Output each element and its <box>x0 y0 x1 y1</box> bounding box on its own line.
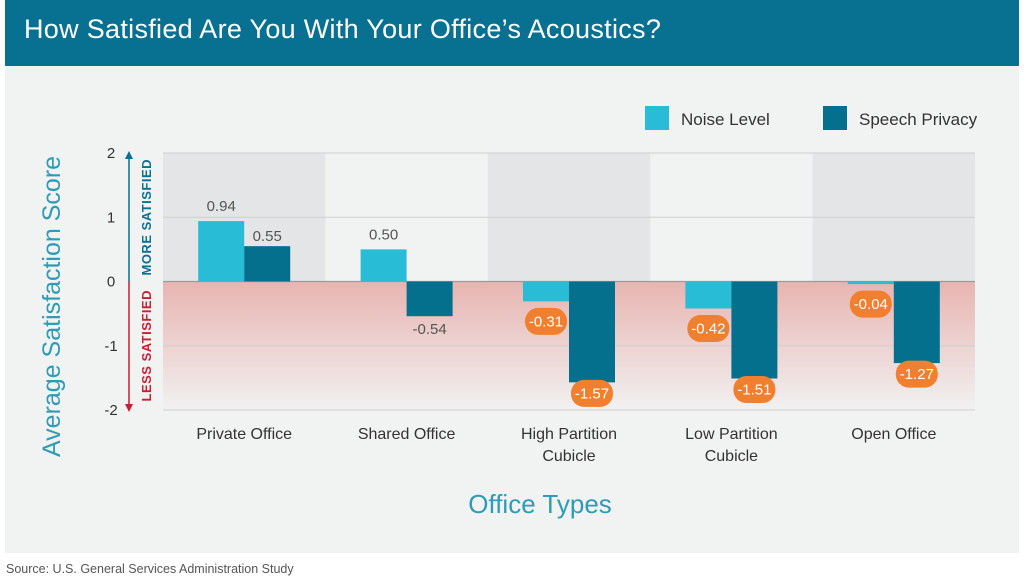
up-arrowhead <box>125 151 133 159</box>
y-axis-title: Average Satisfaction Score <box>38 156 66 457</box>
x-category-label: Low Partition Cubicle <box>685 426 778 465</box>
legend-swatch <box>823 106 847 130</box>
data-label: -0.31 <box>529 313 563 330</box>
data-label: 0.94 <box>207 198 236 215</box>
data-label: -1.27 <box>900 366 934 383</box>
bar-noise-level <box>685 281 732 309</box>
chart-title: How Satisfied Are You With Your Office’s… <box>24 14 662 44</box>
label-badge <box>849 290 892 318</box>
label-badge <box>571 379 613 407</box>
bar-noise-level <box>198 221 245 282</box>
label-badge <box>525 307 567 335</box>
label-badge <box>895 360 938 388</box>
legend-swatch <box>645 106 669 130</box>
title-bar: How Satisfied Are You With Your Office’s… <box>5 0 1019 66</box>
more-satisfied-label: MORE SATISFIED <box>139 159 154 276</box>
x-category-label: Private Office <box>196 426 292 443</box>
data-label: -0.04 <box>854 296 888 313</box>
y-tick-label: 0 <box>107 274 115 291</box>
less-satisfied-label: LESS SATISFIED <box>139 290 154 402</box>
bar-speech-privacy <box>569 281 615 383</box>
x-axis-title: Office Types <box>468 489 612 519</box>
legend-label: Speech Privacy <box>859 110 978 129</box>
down-arrowhead <box>125 404 133 412</box>
legend-label: Noise Level <box>681 110 770 129</box>
label-badge <box>687 314 730 342</box>
bar-speech-privacy <box>244 246 291 282</box>
data-label: -0.42 <box>691 320 725 337</box>
bar-noise-level <box>847 281 894 285</box>
bar-noise-level <box>523 281 569 302</box>
bar-noise-level <box>360 249 407 282</box>
bar-speech-privacy <box>893 281 940 364</box>
x-category-label: High Partition Cubicle <box>521 426 617 465</box>
bar-chart: 0.94 0.50 -0.31 -0.42 -0.04 0.55 -0.54 -1.57 -1.… <box>38 106 978 519</box>
bar-speech-privacy <box>731 281 778 379</box>
data-label: 0.55 <box>253 228 282 245</box>
y-tick-label: 2 <box>107 145 115 162</box>
label-badge <box>733 376 776 404</box>
bar-speech-privacy <box>406 281 453 317</box>
y-tick-label: 1 <box>107 209 115 226</box>
data-label: -1.57 <box>575 385 609 402</box>
data-label: -1.51 <box>737 382 771 399</box>
y-tick-label: -2 <box>104 402 117 419</box>
source-note: Source: U.S. General Services Administra… <box>6 562 294 576</box>
x-category-label: Open Office <box>851 426 936 443</box>
y-tick-label: -1 <box>104 338 117 355</box>
data-label: -0.54 <box>412 321 446 338</box>
data-label: 0.50 <box>369 226 398 243</box>
x-category-label: Shared Office <box>358 426 456 443</box>
